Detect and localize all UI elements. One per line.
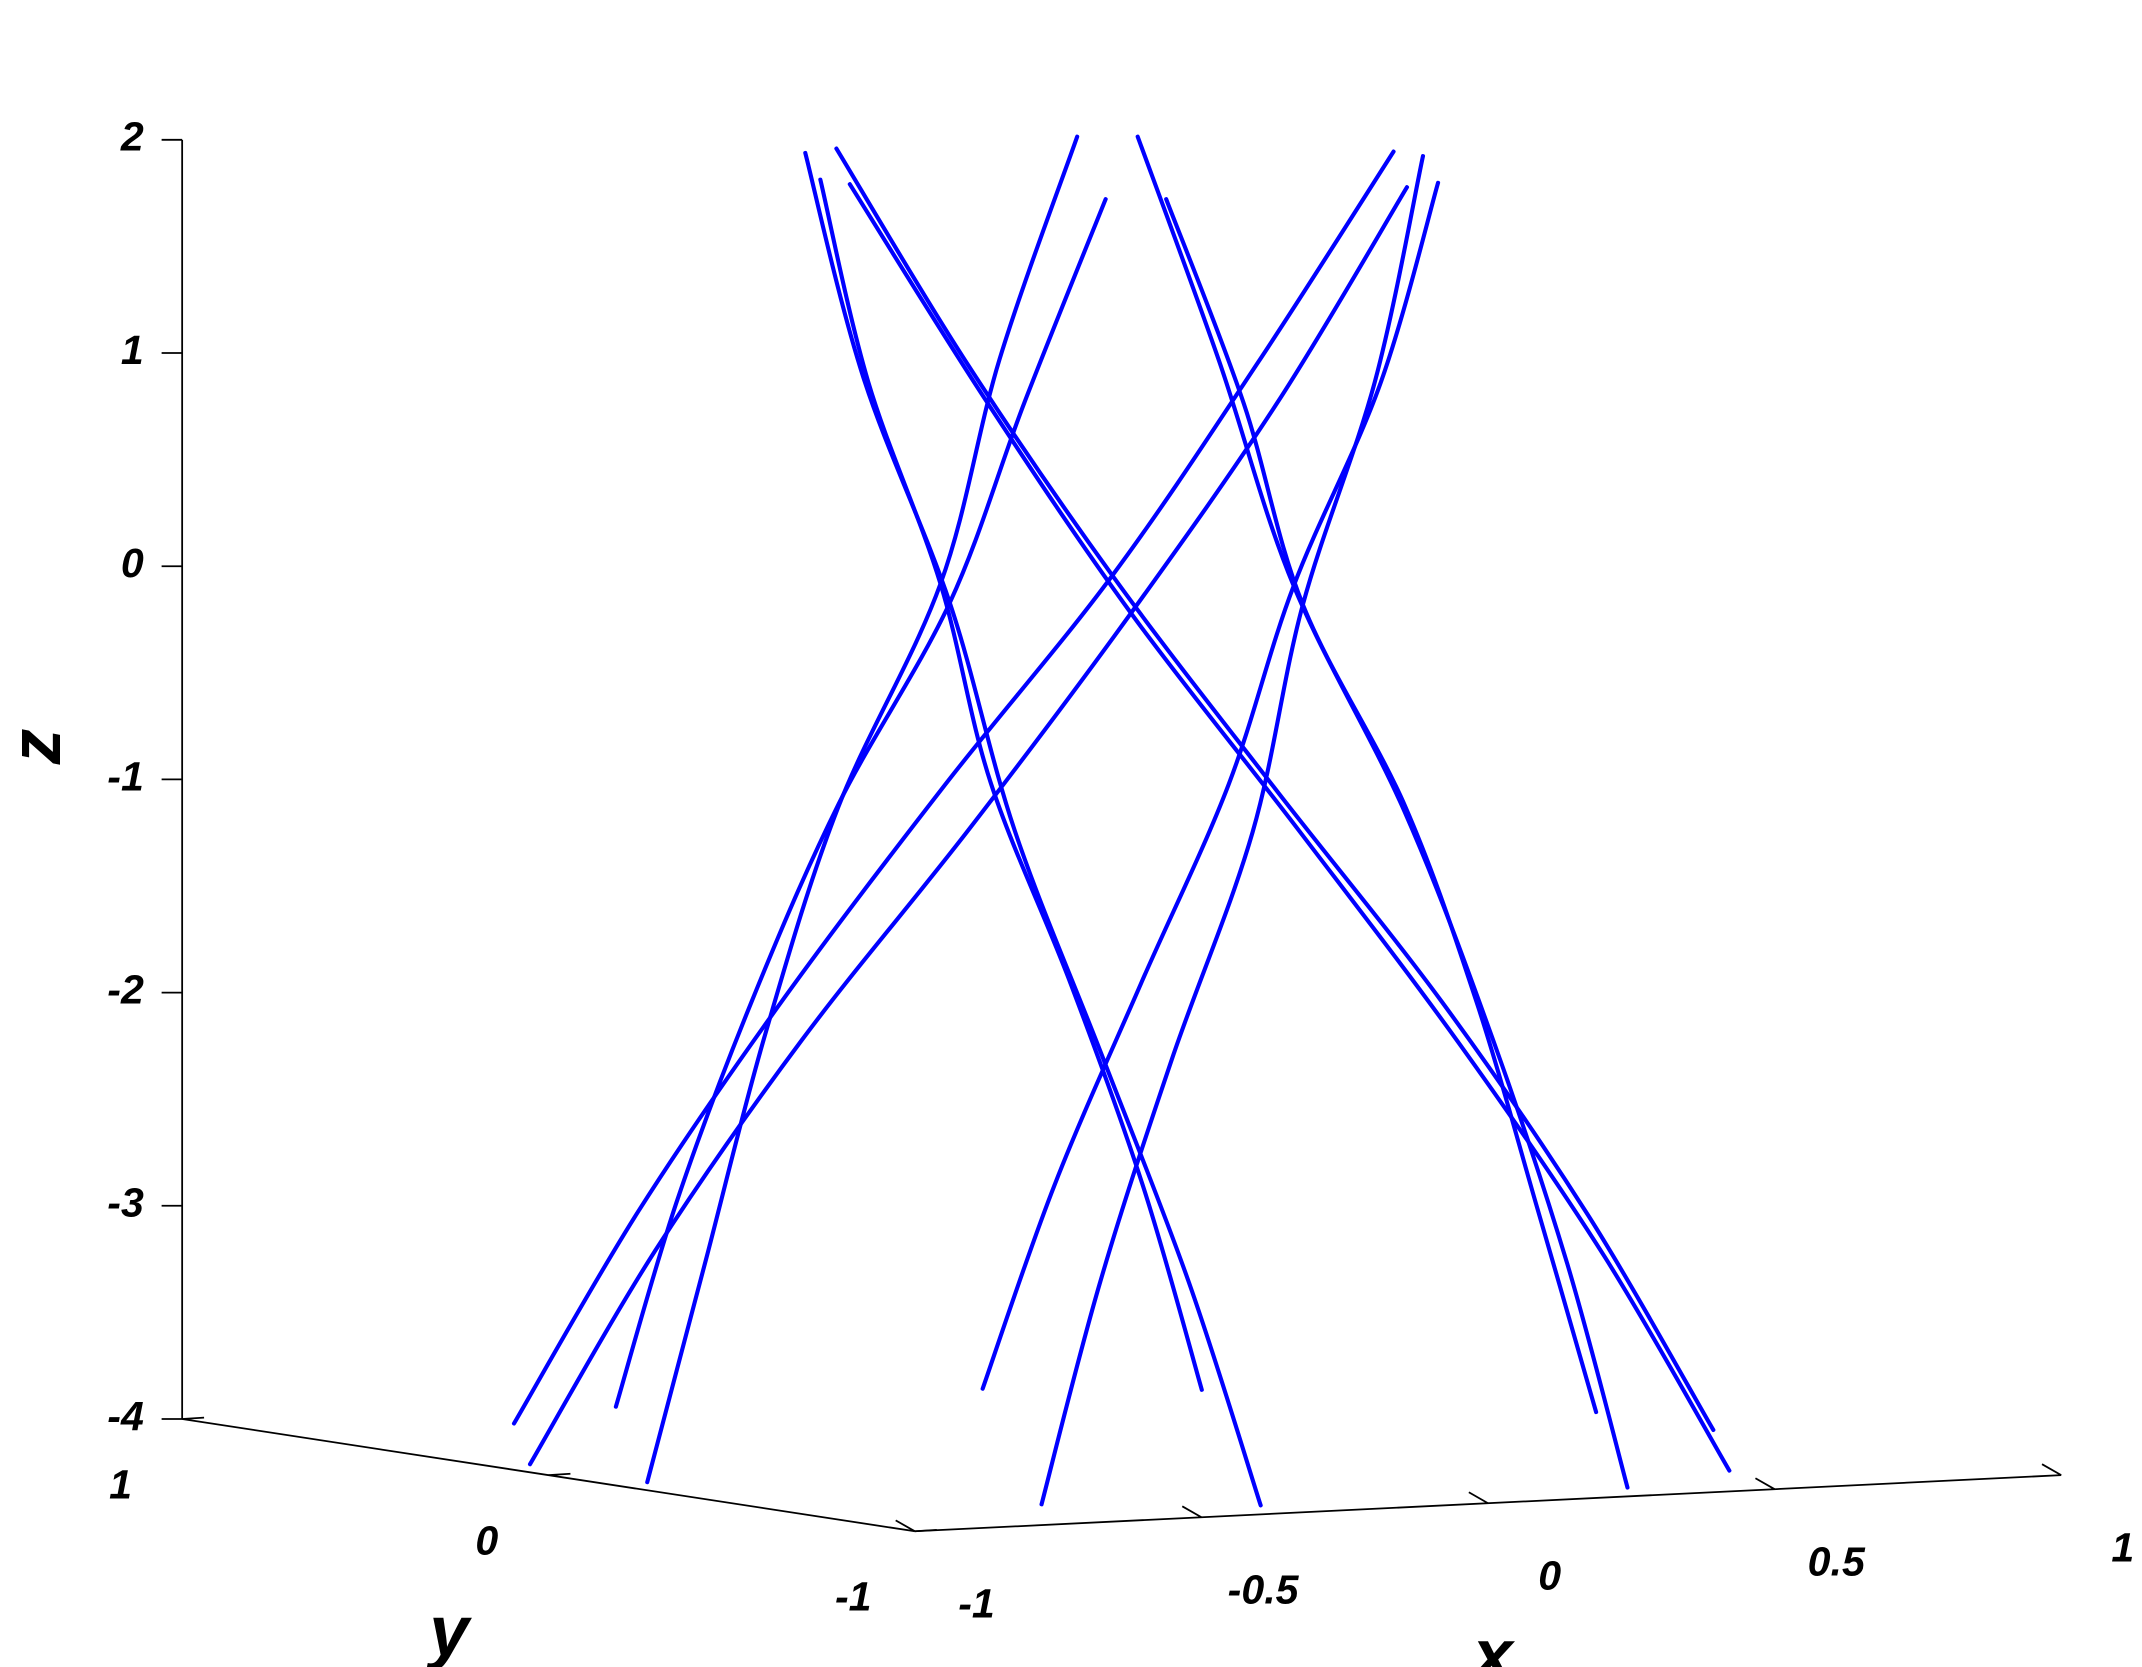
curve — [1164, 197, 1599, 1415]
curve — [847, 182, 1732, 1473]
curve — [980, 180, 1441, 1391]
z-tick-label: -1 — [107, 753, 144, 799]
x-tick-label: 0.5 — [1808, 1538, 1866, 1584]
z-tick-label: 0 — [121, 540, 144, 586]
curve — [818, 177, 1204, 1392]
z-tick-label: 2 — [120, 114, 144, 160]
x-tick — [1754, 1477, 1776, 1490]
y-tick — [548, 1472, 571, 1477]
z-tick-label: -2 — [107, 966, 144, 1012]
x-tick — [2041, 1463, 2062, 1476]
curve — [1135, 134, 1630, 1490]
x-tick — [1468, 1491, 1489, 1504]
curve — [803, 150, 1263, 1508]
z-tick-label: -4 — [107, 1393, 144, 1439]
x-tick-label: 1 — [2111, 1524, 2134, 1570]
x-tick-label: -1 — [958, 1580, 995, 1626]
z-axis-label: z — [0, 728, 76, 765]
curve — [834, 146, 1716, 1432]
x-tick — [895, 1519, 916, 1533]
curve — [613, 197, 1108, 1409]
y-tick-label: 0 — [475, 1517, 498, 1563]
curve — [511, 149, 1396, 1426]
y-tick-label: -1 — [835, 1574, 872, 1620]
y-tick — [182, 1416, 205, 1420]
curve — [645, 134, 1080, 1485]
x-tick-label: 0 — [1538, 1552, 1561, 1598]
curve — [527, 185, 1410, 1467]
y-tick-label: 1 — [109, 1461, 132, 1507]
y-tick — [914, 1529, 937, 1533]
z-tick-label: -3 — [107, 1180, 144, 1226]
x-tick-label: -0.5 — [1228, 1566, 1300, 1612]
x-axis-label: x — [1469, 1616, 1515, 1667]
y-axis-label: y — [426, 1593, 472, 1667]
curve — [1039, 154, 1426, 1507]
z-tick-label: 1 — [121, 327, 144, 373]
x-tick — [1181, 1505, 1202, 1519]
